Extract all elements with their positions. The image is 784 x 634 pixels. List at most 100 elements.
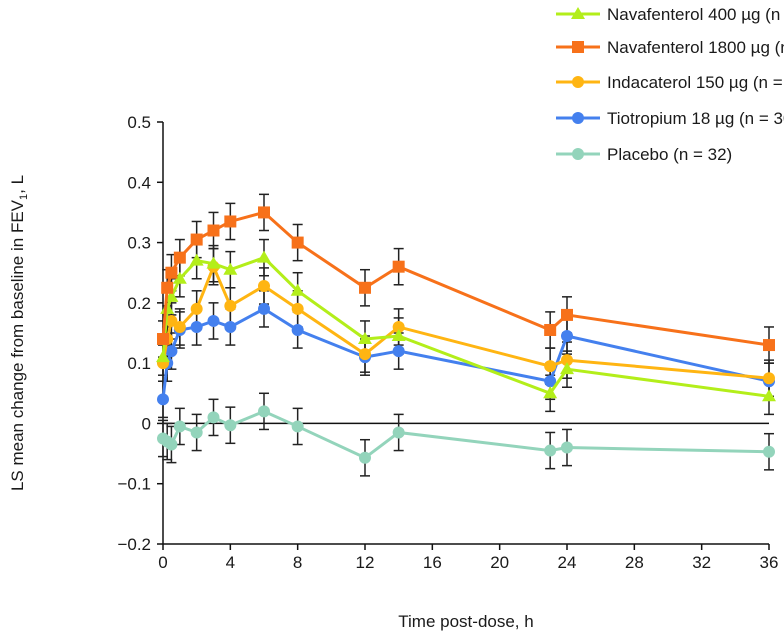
legend-marker [572,148,584,160]
data-point [172,271,187,284]
legend-item: Navafenterol 400 µg (n = 34) [556,5,784,24]
y-tick-label: 0.5 [127,113,151,132]
data-point [207,314,220,327]
data-point [157,333,169,346]
x-tick-label: 0 [158,553,167,572]
data-point [224,320,237,333]
legend-item: Placebo (n = 32) [556,145,732,164]
legend: Navafenterol 400 µg (n = 34) Navafenterol… [556,5,784,164]
axes: −0.2 −0.1 0 0.1 0.2 0.3 0.4 0.5 0 4 8 12 16 20 24 28 32 3… [117,113,778,572]
legend-marker [572,41,584,53]
legend-label: Placebo (n = 32) [607,145,732,164]
data-point [156,350,170,363]
data-point [164,289,179,302]
legend-item: Indacaterol 150 µg (n = 32) [556,73,784,92]
data-point [762,389,776,402]
series-line [161,307,770,400]
data-point [392,260,405,273]
legend-item: Tiotropium 18 µg (n = 30) [556,109,784,128]
data-point [190,320,203,333]
data-point [359,451,371,464]
y-tick-label: 0 [142,414,151,433]
data-point [561,330,573,343]
data-point [161,281,174,294]
data-point [206,256,221,269]
y-tick-label: 0.1 [127,354,151,373]
x-tick-label: 24 [558,553,577,572]
x-tick-label: 28 [625,553,644,572]
x-tick-label: 4 [226,553,235,572]
data-point [258,302,270,315]
data-point [190,426,203,439]
y-tick-label: −0.1 [117,475,151,494]
legend-label: Navafenterol 400 µg (n = 34) [607,5,784,24]
data-point [763,372,775,385]
series-line [161,210,770,347]
data-point [258,405,270,418]
data-point [763,339,775,352]
legend-marker [572,112,584,124]
data-point [173,251,186,264]
data-point [207,411,220,424]
data-point [544,375,557,388]
legend-item: Navafenterol 1800 µg (n = 31) [556,38,784,57]
data-point [223,262,238,275]
data-point [290,283,305,296]
data-point [224,215,237,228]
data-point [257,250,271,263]
x-tick-label: 8 [293,553,302,572]
data-point [157,393,169,406]
y-axis-label-subscript: 1 [18,194,30,200]
x-tick-label: 36 [760,553,779,572]
series-line [162,409,770,460]
data-point [291,302,304,315]
data-point [543,386,558,399]
x-axis-label: Time post-dose, h [398,612,533,631]
data-point [544,444,557,457]
data-point [763,445,775,458]
legend-marker [571,7,585,19]
error-bars [158,193,774,477]
data-point [189,253,204,266]
x-tick-label: 20 [490,553,509,572]
data-point [190,233,203,246]
data-point [165,314,178,327]
data-point [359,348,371,361]
legend-marker [572,76,584,88]
data-point [165,266,178,279]
legend-label: Indacaterol 150 µg (n = 32) [607,73,784,92]
series-4 [157,405,775,464]
data-point [358,332,372,345]
legend-label: Navafenterol 1800 µg (n = 31) [607,38,784,57]
data-point [544,323,557,336]
legend-label: Tiotropium 18 µg (n = 30) [607,109,784,128]
data-point [560,362,574,375]
data-point [392,320,405,333]
data-point [561,441,573,454]
x-tick-label: 32 [692,553,711,572]
data-point [224,299,237,312]
data-point [173,420,186,433]
data-point [224,419,237,432]
data-point [392,345,405,358]
data-point [359,281,371,294]
x-tick-label: 12 [356,553,375,572]
y-axis-label: LS mean change from baseline in FEV1, L [8,175,30,491]
y-tick-label: −0.2 [117,535,151,554]
data-point [207,224,220,237]
series-0 [156,250,776,402]
series-lines [156,206,776,464]
y-tick-label: 0.3 [127,234,151,253]
data-point [391,329,406,342]
data-point [561,308,573,321]
data-point [291,236,304,249]
data-point [258,206,270,219]
x-tick-label: 16 [423,553,442,572]
data-point [258,279,270,292]
data-point [165,345,178,358]
y-tick-label: 0.2 [127,294,151,313]
series-1 [157,206,775,352]
data-point [165,438,178,451]
data-point [544,360,557,373]
